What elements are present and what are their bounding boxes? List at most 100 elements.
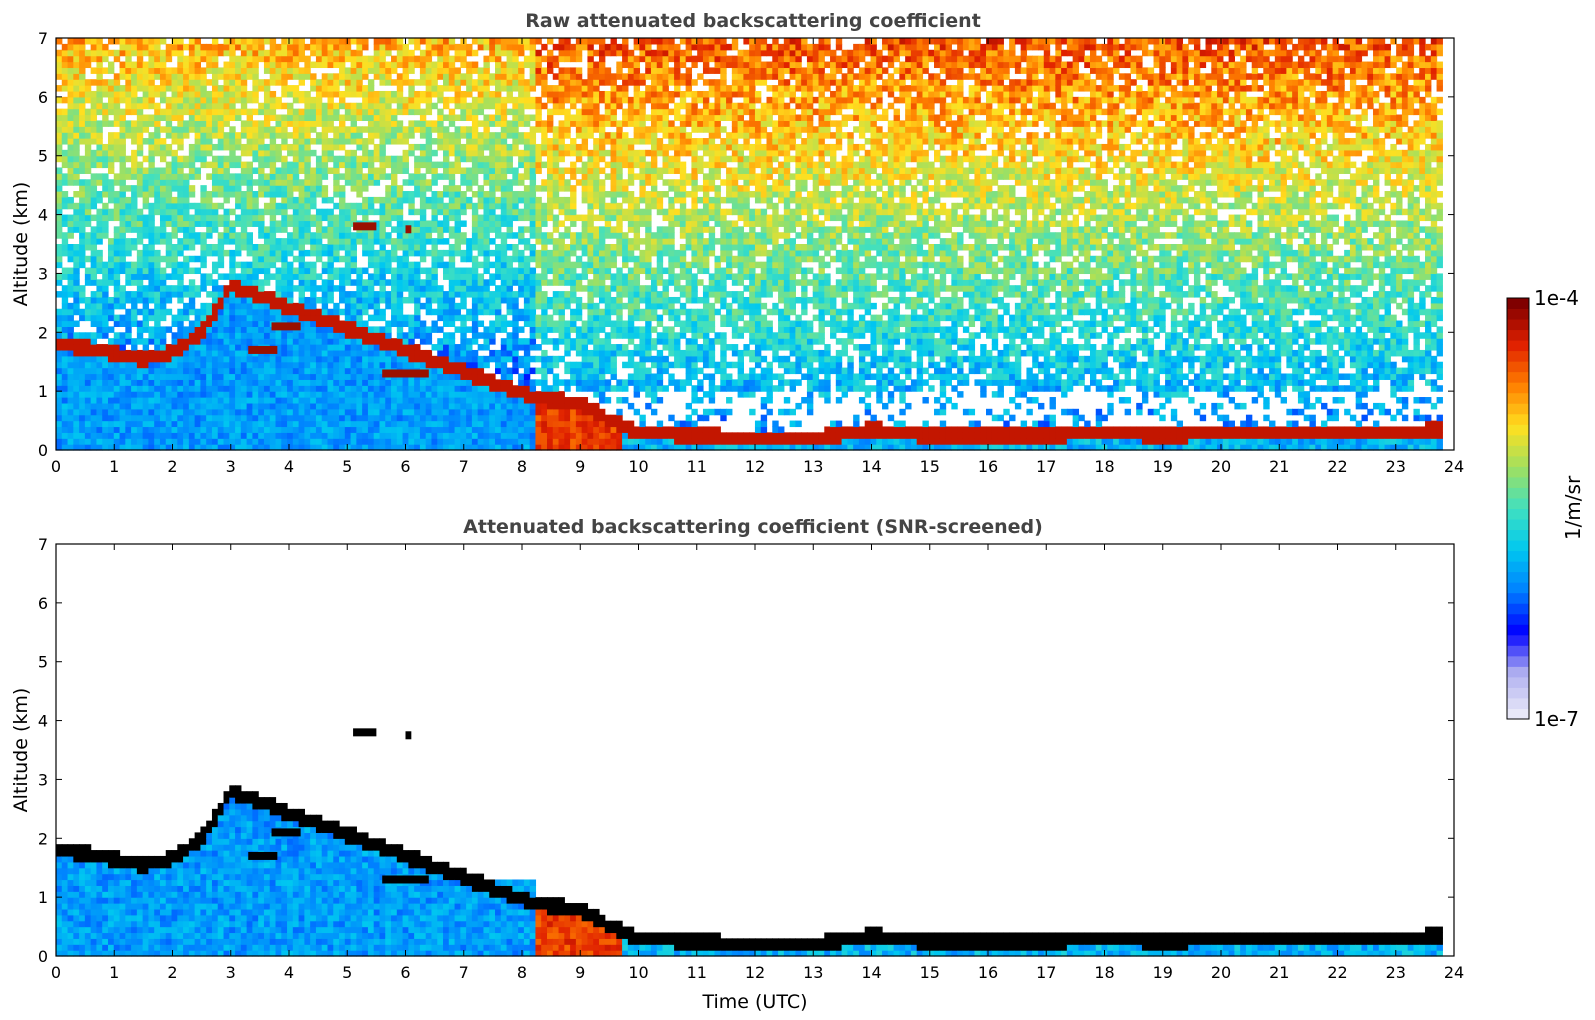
heatmap-cell — [379, 220, 386, 227]
heatmap-cell — [327, 85, 334, 92]
heatmap-cell — [310, 361, 317, 369]
heatmap-cell — [437, 49, 444, 57]
heatmap-cell — [131, 320, 138, 327]
heatmap-cell — [154, 432, 161, 439]
heatmap-cell — [396, 191, 404, 198]
heatmap-cell — [136, 114, 144, 121]
heatmap-cell — [136, 432, 144, 439]
heatmap-cell — [477, 155, 485, 163]
heatmap-cell — [148, 208, 155, 216]
heatmap-cell — [102, 285, 109, 292]
heatmap-cell — [84, 273, 92, 280]
heatmap-cell — [396, 391, 404, 398]
heatmap-cell — [136, 161, 144, 169]
heatmap-cell — [443, 296, 450, 304]
heatmap-cell — [61, 191, 69, 198]
heatmap-cell — [177, 155, 184, 163]
heatmap-cell — [281, 432, 288, 439]
heatmap-cell — [125, 332, 132, 339]
heatmap-cell — [379, 338, 386, 345]
heatmap-cell — [96, 438, 103, 445]
heatmap-cell — [477, 273, 485, 280]
heatmap-cell — [154, 344, 161, 351]
heatmap-cell — [56, 208, 63, 216]
heatmap-cell — [200, 385, 207, 392]
heatmap-cell — [437, 220, 444, 227]
heatmap-cell — [506, 320, 513, 327]
heatmap-cell — [339, 173, 346, 180]
heatmap-cell — [298, 155, 305, 163]
heatmap-cell — [396, 73, 404, 80]
heatmap-cell — [154, 385, 161, 392]
heatmap-cell — [159, 226, 167, 233]
heatmap-cell — [391, 279, 398, 286]
heatmap-cell — [350, 426, 357, 433]
heatmap-cell — [529, 408, 537, 416]
heatmap-cell — [131, 202, 138, 210]
heatmap-cell — [235, 38, 242, 45]
heatmap-cell — [500, 73, 508, 80]
heatmap-cell — [73, 397, 80, 404]
heatmap-cell — [500, 349, 508, 357]
heatmap-cell — [125, 432, 132, 439]
heatmap-cell — [154, 391, 161, 398]
heatmap-cell — [385, 161, 392, 169]
heatmap-cell — [310, 367, 317, 375]
heatmap-cell — [206, 202, 213, 210]
heatmap-cell — [96, 332, 103, 339]
heatmap-cell — [310, 438, 317, 445]
heatmap-cell — [523, 261, 531, 269]
heatmap-cell — [56, 361, 63, 369]
heatmap-cell — [258, 167, 265, 174]
heatmap-cell — [414, 232, 421, 239]
heatmap-cell — [96, 67, 103, 74]
heatmap-cell — [321, 332, 329, 339]
heatmap-cell — [177, 397, 184, 404]
heatmap-cell — [136, 149, 144, 157]
heatmap-cell — [125, 126, 132, 133]
heatmap-cell — [258, 149, 265, 157]
heatmap-cell — [471, 273, 479, 280]
heatmap-cell — [183, 302, 190, 310]
heatmap-cell — [523, 155, 531, 163]
heatmap-cell — [391, 202, 398, 210]
heatmap-cell — [483, 438, 490, 445]
heatmap-cell — [131, 414, 138, 422]
heatmap-cell — [235, 238, 242, 245]
heatmap-cell — [61, 308, 69, 316]
heatmap-cell — [471, 244, 479, 251]
heatmap-cell — [56, 420, 63, 428]
heatmap-cell — [258, 397, 265, 404]
heatmap-cell — [165, 149, 173, 157]
heatmap-cell — [327, 391, 334, 398]
heatmap-cell — [263, 232, 271, 239]
heatmap-cell — [240, 73, 248, 80]
heatmap-cell — [448, 232, 456, 239]
heatmap-cell — [177, 244, 184, 251]
heatmap-cell — [483, 167, 490, 174]
heatmap-cell — [183, 120, 190, 127]
heatmap-cell — [408, 196, 415, 204]
heatmap-cell — [356, 138, 363, 145]
heatmap-cell — [402, 249, 409, 257]
heatmap-cell — [154, 202, 161, 210]
heatmap-cell — [240, 385, 248, 392]
heatmap-cell — [194, 332, 202, 339]
heatmap-cell — [385, 79, 392, 86]
heatmap-cell — [495, 367, 502, 375]
heatmap-cell — [310, 338, 317, 345]
heatmap-cell — [304, 267, 311, 275]
heatmap-cell — [391, 338, 398, 345]
heatmap-cell — [477, 373, 485, 380]
heatmap-cell — [119, 108, 126, 116]
heatmap-cell — [73, 108, 80, 116]
heatmap-cell — [315, 43, 323, 51]
heatmap-cell — [460, 291, 467, 298]
heatmap-cell — [56, 149, 63, 157]
heatmap-cell — [194, 102, 202, 110]
heatmap-cell — [367, 273, 375, 280]
heatmap-cell — [321, 126, 329, 133]
heatmap-cell — [217, 138, 225, 145]
heatmap-cell — [154, 285, 161, 292]
heatmap-cell — [269, 108, 277, 116]
